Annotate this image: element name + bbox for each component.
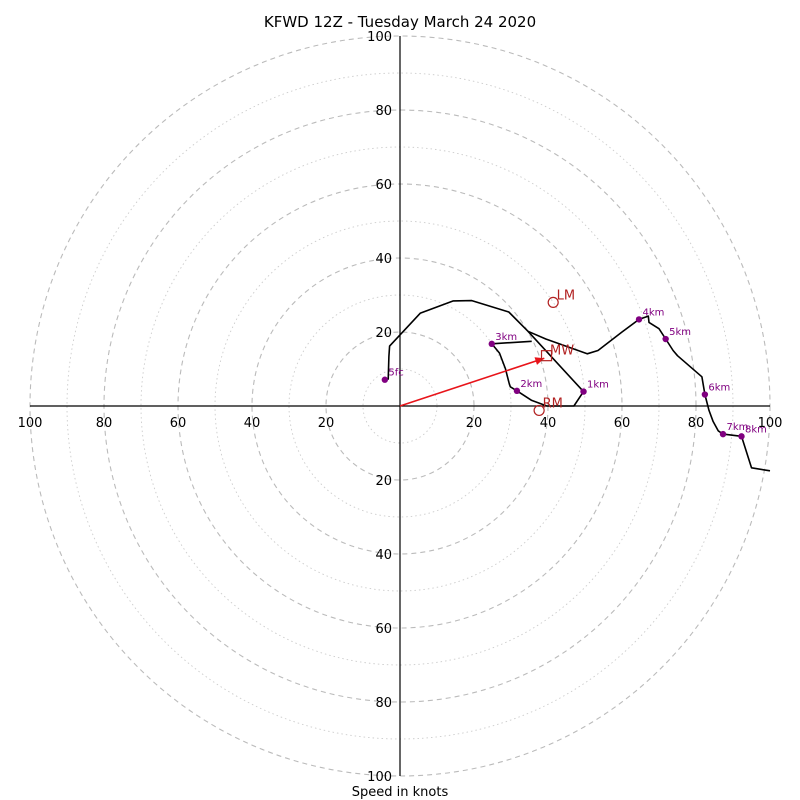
tick-label-right: 80 <box>688 416 705 431</box>
storm-motion-mw-marker <box>540 350 553 362</box>
hodograph-line <box>387 299 771 472</box>
height-marker-label: 5fc <box>388 368 403 379</box>
height-marker-label: 7km <box>727 422 749 433</box>
storm-motion-lm-marker <box>547 296 559 308</box>
tick-label-left: 40 <box>244 416 261 431</box>
x-axis-label: Speed in knots <box>352 785 449 800</box>
tick-label-bottom: 80 <box>375 696 392 711</box>
height-marker <box>738 433 745 440</box>
height-marker <box>580 388 587 395</box>
mean-wind-vector <box>399 357 545 407</box>
tick-label-bottom: 40 <box>375 548 392 563</box>
height-marker-label: 2km <box>520 379 542 390</box>
height-marker-label: 1km <box>587 380 609 391</box>
tick-label-right: 40 <box>540 416 557 431</box>
storm-motion-markers: LM RM MW <box>533 288 575 417</box>
height-marker <box>381 376 389 383</box>
tick-label-left: 20 <box>318 416 335 431</box>
tick-label-bottom: 20 <box>375 474 392 489</box>
hodograph-line-segment <box>491 340 532 345</box>
storm-motion-lm-label: LM <box>557 288 575 303</box>
tick-label-left: 60 <box>170 416 187 431</box>
tick-label-bottom: 100 <box>367 770 392 785</box>
tick-label-right: 60 <box>614 416 631 431</box>
tick-label-top: 60 <box>375 178 392 193</box>
tick-labels: 100 100 80 80 60 60 40 40 20 20 20 20 40 40 60 60 80 80 10… <box>18 30 783 785</box>
height-marker-label: 4km <box>643 307 665 318</box>
storm-motion-rm-marker <box>533 404 545 417</box>
storm-motion-rm-label: RM <box>543 396 563 411</box>
tick-label-bottom: 60 <box>375 622 392 637</box>
tick-label-top: 80 <box>375 104 392 119</box>
height-marker-label: 5km <box>669 327 691 338</box>
tick-label-top: 40 <box>375 252 392 267</box>
tick-label-left: 100 <box>18 416 43 431</box>
hodograph-line-segment <box>491 343 518 392</box>
height-marker <box>488 340 495 348</box>
hodograph-line-segment <box>516 330 585 407</box>
height-marker <box>662 335 669 343</box>
height-marker-label: 3km <box>495 332 517 343</box>
chart-title: KFWD 12Z - Tuesday March 24 2020 <box>264 13 536 31</box>
height-marker <box>701 391 709 398</box>
tick-label-right: 20 <box>466 416 483 431</box>
height-marker-label: 8km <box>745 424 767 435</box>
height-marker <box>719 430 727 438</box>
tick-label-right: 100 <box>758 416 783 431</box>
tick-label-top: 100 <box>367 30 392 45</box>
height-marker <box>513 387 521 395</box>
hodograph-trace <box>387 299 771 472</box>
tick-label-top: 20 <box>375 326 392 341</box>
tick-label-left: 80 <box>96 416 113 431</box>
height-marker-label: 6km <box>708 383 730 394</box>
height-marker <box>635 316 643 323</box>
storm-motion-mw-label: MW <box>550 344 574 359</box>
